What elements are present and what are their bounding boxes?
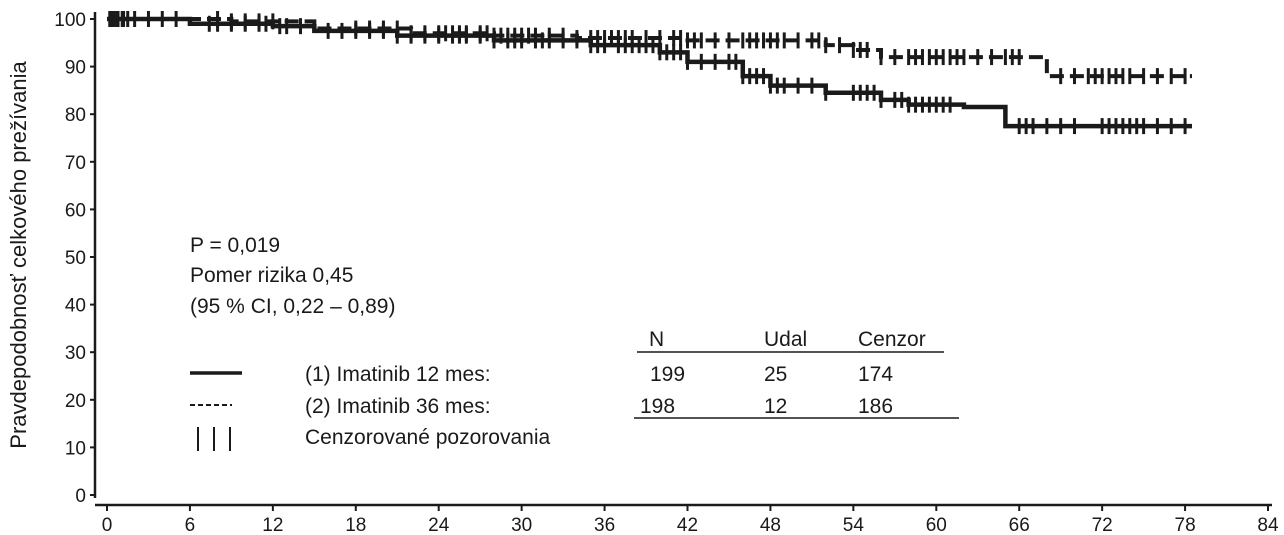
y-tick-label: 30 [65,343,86,364]
legend-row-1-events: 25 [764,363,787,386]
y-tick-label: 40 [65,296,86,317]
y-tick-label: 80 [65,105,86,126]
y-tick-label: 100 [54,10,86,31]
plot-area [107,11,1192,135]
y-tick-label: 60 [65,200,86,221]
legend-row-2-censored: 186 [858,395,893,418]
legend-header-events: Udal [764,328,807,351]
series-line-imatinib-36-mes [107,17,1192,79]
legend-row-2-n: 198 [640,395,675,418]
y-tick-label: 50 [65,248,86,269]
x-tick-label: 24 [428,515,450,535]
x-tick-label: 72 [1092,515,1113,535]
x-tick-label: 6 [185,515,196,535]
y-tick-label: 90 [65,58,86,79]
hazard-ratio-text: Pomer rizika 0,45 [190,264,353,287]
x-tick-label: 42 [677,515,698,535]
legend-row-1-censored: 174 [858,363,893,386]
y-tick-label: 10 [65,438,86,459]
y-tick-label: 70 [65,153,86,174]
x-tick-label: 12 [262,515,283,535]
y-tick-label: 0 [75,486,86,507]
legend-table: N Udal Cenzor (1) Imatinib 12 mes: 199 2… [190,328,959,451]
legend-header-censored: Cenzor [858,328,926,351]
confidence-interval-text: (95 % CI, 0,22 – 0,89) [190,295,395,318]
legend-row-1-n: 199 [650,363,685,386]
legend-censor-label: Cenzorované pozorovania [305,426,550,449]
x-tick-label: 60 [926,515,947,535]
x-tick-label: 78 [1175,515,1196,535]
x-tick-label: 36 [594,515,615,535]
legend-row-2-events: 12 [764,395,787,418]
x-tick-label: 0 [102,515,113,535]
x-tick-label: 84 [1257,515,1279,535]
y-axis-title: Pravdepodobnosť celkového prežívania [6,61,31,449]
x-tick-label: 54 [843,515,865,535]
legend-censor-marks [197,427,231,451]
y-axis: 0 10 20 30 40 50 60 70 80 90 100 [54,10,97,507]
legend-header-n: N [649,328,664,351]
series-line-imatinib-12-mes [107,16,1192,129]
y-tick-label: 20 [65,391,86,412]
p-value-text: P = 0,019 [190,234,280,257]
legend-row-1-label: (1) Imatinib 12 mes: [305,363,491,386]
stats-annotation: P = 0,019 Pomer rizika 0,45 (95 % CI, 0,… [190,234,395,318]
legend-row-2-label: (2) Imatinib 36 mes: [305,395,491,418]
x-tick-label: 18 [345,515,366,535]
x-tick-label: 30 [511,515,532,535]
x-tick-label: 66 [1009,515,1030,535]
x-tick-label: 48 [760,515,781,535]
x-axis: 0 6 12 18 24 30 36 42 48 54 60 66 72 78 84 [95,503,1279,535]
